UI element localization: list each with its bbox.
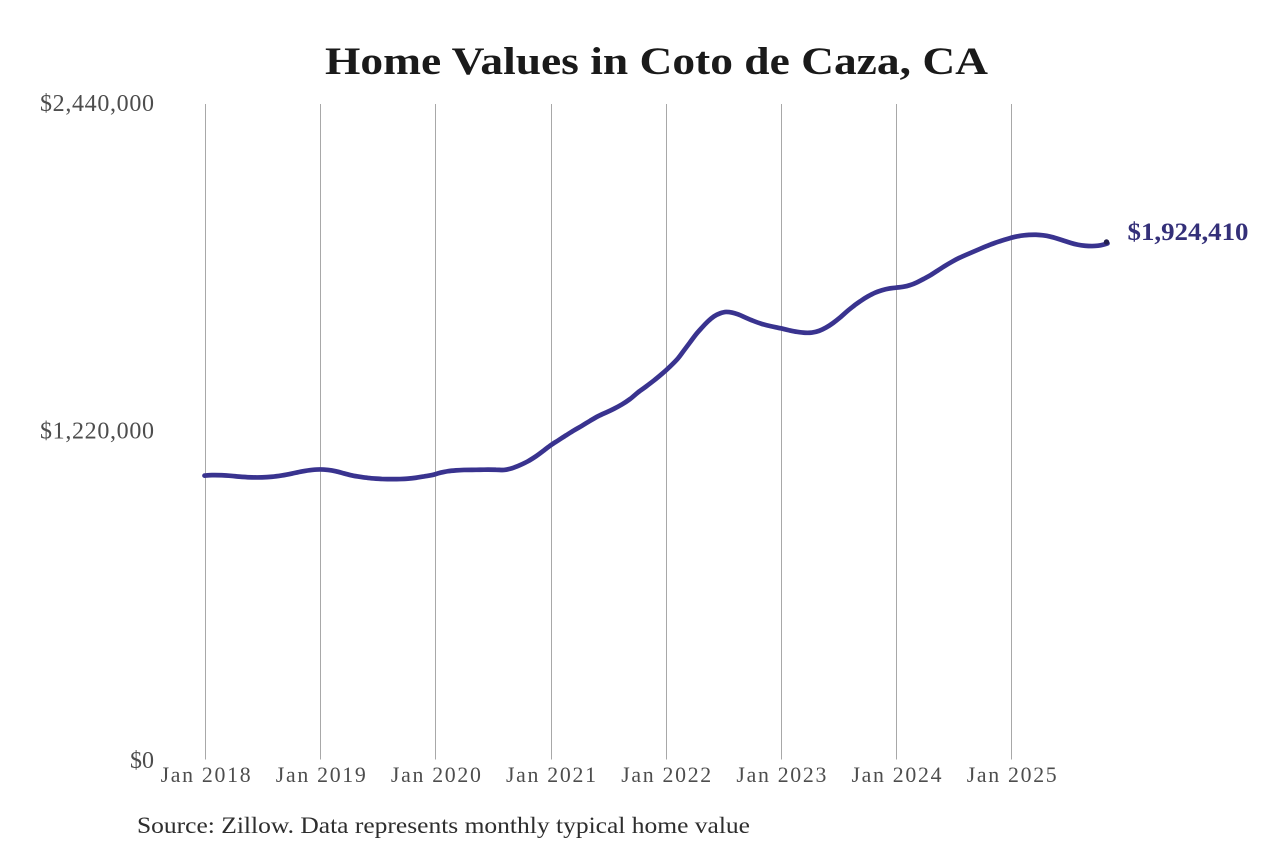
svg-text:$2,440,000: $2,440,000 [40, 91, 154, 117]
svg-text:Jan 2018: Jan 2018 [161, 763, 251, 787]
svg-text:Source: Zillow. Data represent: Source: Zillow. Data represents monthly … [137, 813, 750, 838]
svg-text:$1,924,410: $1,924,410 [1128, 217, 1249, 246]
svg-text:Jan 2019: Jan 2019 [276, 763, 366, 787]
svg-text:Jan 2022: Jan 2022 [621, 763, 711, 787]
svg-text:Jan 2020: Jan 2020 [391, 763, 481, 787]
svg-text:Jan 2025: Jan 2025 [967, 763, 1057, 787]
svg-text:Jan 2021: Jan 2021 [506, 763, 596, 787]
svg-text:Home Values in Coto de Caza, C: Home Values in Coto de Caza, CA [325, 39, 989, 83]
svg-text:$0: $0 [130, 748, 154, 774]
svg-text:Jan 2023: Jan 2023 [736, 763, 826, 787]
svg-text:Jan 2024: Jan 2024 [852, 763, 942, 787]
svg-text:$1,220,000: $1,220,000 [40, 418, 154, 444]
